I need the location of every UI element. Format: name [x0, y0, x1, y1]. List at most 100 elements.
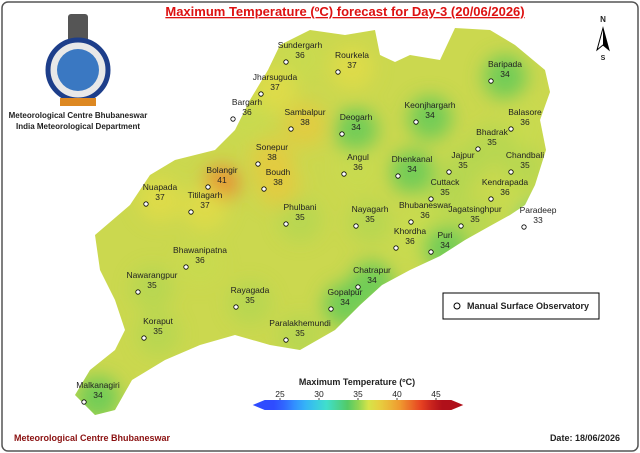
station-marker	[521, 224, 527, 230]
station-temp: 37	[347, 60, 357, 70]
temperature-blob	[336, 148, 380, 192]
station-marker	[288, 126, 294, 132]
station-name: Paradeep	[520, 205, 557, 215]
state-map	[75, 28, 550, 415]
station-temp: 35	[365, 214, 375, 224]
station-temp: 36	[500, 187, 510, 197]
station-name: Jajpur	[451, 150, 474, 160]
station-marker	[258, 91, 264, 97]
station-name: Bargarh	[232, 97, 263, 107]
footer-left: Meteorological Centre Bhubaneswar	[14, 433, 171, 443]
station-temp: 35	[245, 295, 255, 305]
station-temp: 38	[273, 177, 283, 187]
station-name: Baripada	[488, 59, 522, 69]
org-department: India Meteorological Department	[16, 122, 140, 131]
station-marker	[183, 264, 189, 270]
station-temp: 34	[440, 240, 450, 250]
station-marker	[283, 221, 289, 227]
temperature-blob	[178, 241, 222, 285]
temperature-blob	[334, 108, 378, 152]
colorbar-label: Maximum Temperature (ºC)	[299, 377, 415, 387]
station-temp: 38	[267, 152, 277, 162]
station-name: Sambalpur	[284, 107, 325, 117]
station-name: Puri	[437, 230, 452, 240]
station-marker	[413, 119, 419, 125]
colorbar-tick-label: 30	[314, 389, 324, 399]
station-name: Sonepur	[256, 142, 288, 152]
legend-label: Manual Surface Observatory	[467, 301, 589, 311]
station-marker	[428, 196, 434, 202]
station-temp: 35	[295, 328, 305, 338]
station-temp: 36	[405, 236, 415, 246]
station-name: Keonjhargarh	[404, 100, 455, 110]
station-marker	[458, 223, 464, 229]
station-name: Chatrapur	[353, 265, 391, 275]
station-marker	[355, 284, 361, 290]
station-temp: 34	[351, 122, 361, 132]
temperature-blob	[256, 163, 300, 207]
temperature-blob	[228, 281, 272, 325]
station-temp: 37	[200, 200, 210, 210]
station-marker	[341, 171, 347, 177]
station-marker	[141, 335, 147, 341]
station-marker	[143, 201, 149, 207]
station-temp: 35	[147, 280, 157, 290]
temperature-blob	[408, 96, 452, 140]
station-name: Deogarh	[340, 112, 373, 122]
station-temp: 37	[270, 82, 280, 92]
temperature-blob	[388, 222, 432, 266]
station-name: Gopalpur	[328, 287, 363, 297]
temperature-blob	[390, 150, 434, 194]
logo	[45, 14, 111, 106]
station-marker	[255, 161, 261, 167]
station-marker	[446, 169, 452, 175]
station-name: Jharsuguda	[253, 72, 298, 82]
temperature-blob	[278, 198, 322, 242]
station-marker	[408, 219, 414, 225]
station-temp: 33	[533, 215, 543, 225]
north-arrow: N S	[596, 15, 610, 62]
temperature-blob	[483, 55, 527, 99]
station-temp: 38	[300, 117, 310, 127]
station-marker	[283, 59, 289, 65]
station-temp: 36	[295, 50, 305, 60]
station-temp: 34	[407, 164, 417, 174]
station-marker	[261, 186, 267, 192]
station-marker	[205, 184, 211, 190]
station-marker	[135, 289, 141, 295]
temperature-blob	[283, 103, 327, 147]
north-label: N	[600, 15, 606, 24]
station-name: Nayagarh	[352, 204, 389, 214]
station-name: Dhenkanal	[392, 154, 433, 164]
station-name: Paralakhemundi	[269, 318, 331, 328]
station-name: Rourkela	[335, 50, 369, 60]
temperature-blob	[130, 266, 174, 310]
station-marker	[488, 78, 494, 84]
colorbar-tick-label: 45	[431, 389, 441, 399]
station-temp: 41	[217, 175, 227, 185]
station-temp: 35	[487, 137, 497, 147]
station-temp: 34	[425, 110, 435, 120]
station-temp: 36	[420, 210, 430, 220]
station-marker	[328, 306, 334, 312]
station-marker	[233, 304, 239, 310]
station-marker	[335, 69, 341, 75]
station-marker	[188, 209, 194, 215]
station-name: Bolangir	[206, 165, 237, 175]
legend: Manual Surface Observatory	[442, 292, 600, 320]
station-temp: 34	[500, 69, 510, 79]
station-temp: 36	[353, 162, 363, 172]
station-name: Kendrapada	[482, 177, 529, 187]
station-temp: 35	[153, 326, 163, 336]
south-label: S	[601, 55, 606, 62]
station-name: Bhawanipatna	[173, 245, 227, 255]
station-name: Nuapada	[143, 182, 178, 192]
temperature-blob	[138, 178, 182, 222]
station-name: Bhadrak	[476, 127, 508, 137]
station-marker	[353, 223, 359, 229]
map-title: Maximum Temperature (ºC) forecast for Da…	[165, 4, 524, 19]
temperature-blob	[503, 103, 547, 147]
station-name: Nawarangpur	[126, 270, 177, 280]
station-temp: 34	[93, 390, 103, 400]
